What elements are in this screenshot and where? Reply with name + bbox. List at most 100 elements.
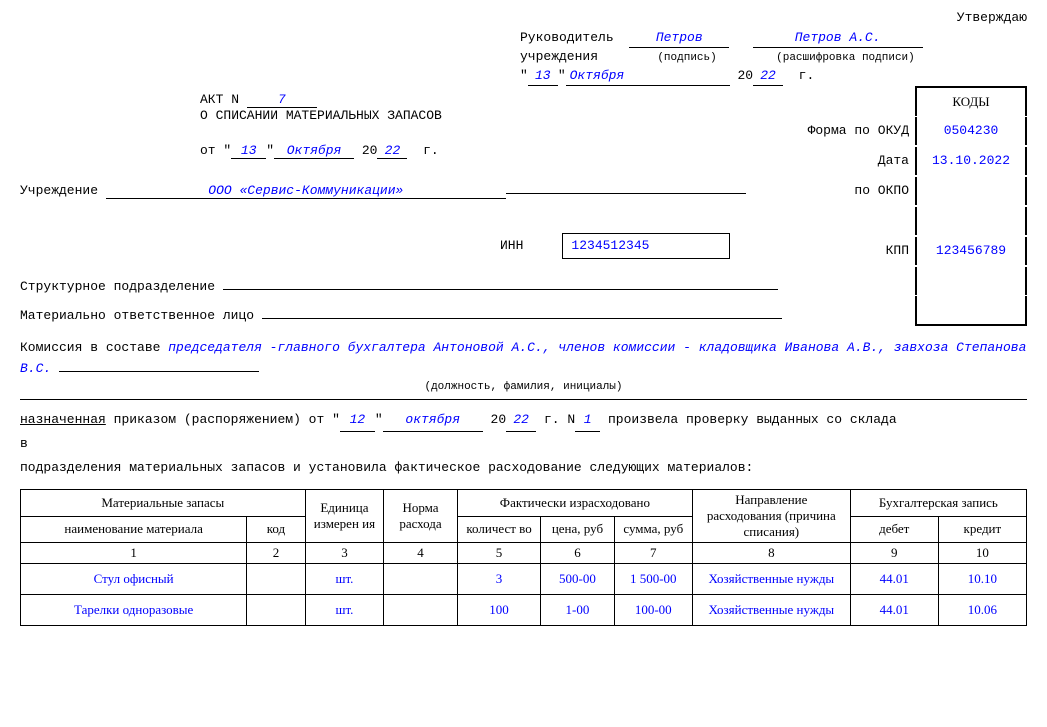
num-4: 4: [384, 543, 458, 564]
order-day: 12: [340, 408, 375, 432]
materials-table: Материальные запасы Единица измерен ия Н…: [20, 489, 1027, 626]
th-code: код: [247, 516, 305, 543]
institution-field-value: ООО «Сервис-Коммуникации»: [106, 183, 506, 199]
order-text2: произвела проверку выданных со склада: [608, 412, 897, 427]
head-label: Руководитель: [520, 30, 614, 45]
cell-credit: 10.10: [938, 564, 1026, 595]
order-n-label: N: [567, 412, 575, 427]
order-text4: подразделения материальных запасов и уст…: [20, 460, 753, 475]
cell-qty: 3: [457, 564, 541, 595]
num-row: 1 2 3 4 5 6 7 8 9 10: [21, 543, 1027, 564]
cell-name: Стул офисный: [21, 564, 247, 595]
kpp-value: 123456789: [917, 237, 1025, 265]
num-1: 1: [21, 543, 247, 564]
order-year-prefix: 20: [491, 412, 507, 427]
num-8: 8: [692, 543, 850, 564]
th-debit: дебет: [850, 516, 938, 543]
codes-header: КОДЫ: [917, 88, 1025, 116]
date-value: 13.10.2022: [917, 147, 1025, 175]
num-3: 3: [305, 543, 384, 564]
th-direction: Направление расходования (причина списан…: [692, 490, 850, 543]
num-9: 9: [850, 543, 938, 564]
responsible-value: [262, 318, 782, 319]
cell-unit: шт.: [305, 564, 384, 595]
order-month: октября: [383, 408, 483, 432]
full-name: Петров А.С.: [753, 29, 923, 48]
commission-prefix: Комиссия в составе: [20, 340, 160, 355]
act-year-suffix: г.: [423, 143, 439, 158]
act-year-prefix: 20: [362, 143, 378, 158]
th-credit: кредит: [938, 516, 1026, 543]
th-price: цена, руб: [541, 516, 614, 543]
year-prefix: 20: [737, 68, 753, 83]
empty-code-3: [917, 296, 1025, 324]
approval-year: 22: [753, 67, 783, 86]
cell-debit: 44.01: [850, 595, 938, 626]
inn-value: 1234512345: [562, 233, 730, 259]
num-2: 2: [247, 543, 305, 564]
order-year: 22: [506, 408, 536, 432]
order-g: г.: [544, 412, 560, 427]
responsible-label: Материально ответственное лицо: [20, 308, 254, 323]
approval-month: Октября: [566, 67, 730, 86]
num-5: 5: [457, 543, 541, 564]
institution-label: учреждения: [520, 49, 598, 64]
inn-label: ИНН: [500, 238, 523, 253]
unit-value: [223, 289, 778, 290]
cell-code: [247, 595, 305, 626]
act-month: Октября: [274, 143, 354, 159]
th-materials: Материальные запасы: [21, 490, 306, 517]
okpo-value: [917, 177, 1025, 205]
from-label: от ": [200, 143, 231, 158]
th-sum: сумма, руб: [614, 516, 692, 543]
signature: Петров: [629, 29, 729, 48]
date-label: Дата: [789, 153, 915, 168]
cell-sum: 1 500-00: [614, 564, 692, 595]
act-year: 22: [377, 143, 407, 159]
cell-debit: 44.01: [850, 564, 938, 595]
cell-credit: 10.06: [938, 595, 1026, 626]
num-6: 6: [541, 543, 614, 564]
act-number: 7: [247, 92, 317, 108]
cell-unit: шт.: [305, 595, 384, 626]
signature-sub: (подпись): [637, 51, 737, 66]
cell-code: [247, 564, 305, 595]
cell-direction: Хозяйственные нужды: [692, 595, 850, 626]
okud-value: 0504230: [917, 117, 1025, 145]
th-actual: Фактически израсходовано: [457, 490, 692, 517]
commission-sub: (должность, фамилия, инициалы): [20, 379, 1027, 397]
approval-day: 13: [528, 67, 558, 86]
cell-qty: 100: [457, 595, 541, 626]
institution-field-label: Учреждение: [20, 183, 98, 198]
act-subtitle: О СПИСАНИИ МАТЕРИАЛЬНЫХ ЗАПАСОВ: [200, 108, 789, 123]
num-10: 10: [938, 543, 1026, 564]
kpp-label: КПП: [789, 243, 915, 258]
year-suffix: г.: [799, 68, 815, 83]
cell-norm: [384, 564, 458, 595]
order-prefix: назначенная: [20, 412, 106, 427]
th-norm: Норма расхода: [384, 490, 458, 543]
okpo-label: по ОКПО: [789, 183, 915, 198]
divider-1: [20, 399, 1027, 400]
okud-label: Форма по ОКУД: [789, 123, 915, 138]
cell-price: 500-00: [541, 564, 614, 595]
order-text1: приказом (распоряжением) от ": [114, 412, 340, 427]
cell-name: Тарелки одноразовые: [21, 595, 247, 626]
order-text3: в: [20, 436, 28, 451]
empty-code-1: [917, 207, 1025, 235]
th-accounting: Бухгалтерская запись: [850, 490, 1026, 517]
institution-blank: [506, 193, 746, 194]
table-row: Тарелки одноразовые шт. 100 1-00 100-00 …: [21, 595, 1027, 626]
empty-code-2: [917, 267, 1025, 295]
act-label: АКТ N: [200, 92, 239, 107]
cell-direction: Хозяйственные нужды: [692, 564, 850, 595]
th-qty: количест во: [457, 516, 541, 543]
th-name: наименование материала: [21, 516, 247, 543]
commission-blank: [59, 371, 259, 372]
cell-norm: [384, 595, 458, 626]
cell-sum: 100-00: [614, 595, 692, 626]
act-day: 13: [231, 143, 266, 159]
approval-block: Руководитель Петров Петров А.С. учрежден…: [520, 29, 1027, 86]
approve-label: Утверждаю: [20, 10, 1027, 25]
unit-label: Структурное подразделение: [20, 279, 215, 294]
